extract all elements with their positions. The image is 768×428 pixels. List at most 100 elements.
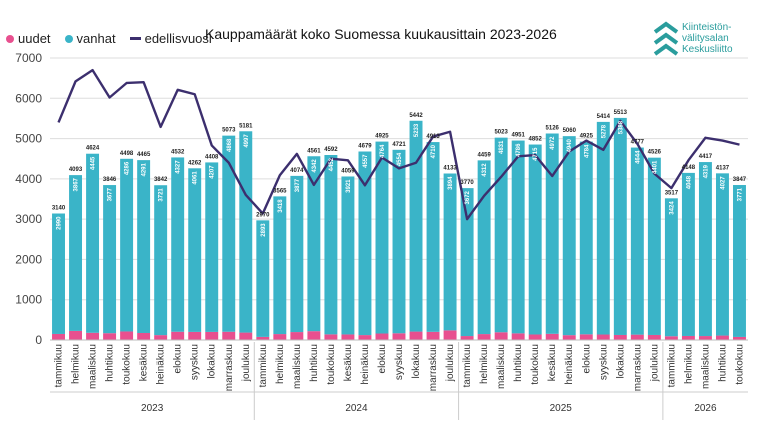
year-label: 2025	[550, 403, 573, 414]
bar-uudet	[715, 335, 729, 340]
legend-item-uudet: uudet	[6, 31, 51, 46]
bar-uudet	[511, 333, 525, 340]
data-label-vanhat: 3672	[465, 190, 471, 204]
data-label-vanhat: 4710	[431, 144, 437, 158]
data-label-total: 4951	[511, 133, 525, 139]
bar-vanhat	[698, 162, 712, 337]
x-tick-label: huhtikuu	[513, 344, 524, 382]
bar-vanhat	[426, 142, 440, 332]
logo-text: Kiinteistön- välitysalan Keskusliitto	[682, 22, 733, 55]
x-tick-label: marraskuu	[224, 344, 235, 391]
bar-uudet	[664, 336, 678, 340]
bar-uudet	[358, 335, 372, 340]
data-label-total: 4408	[205, 154, 219, 160]
x-tick-label: helmikuu	[71, 344, 82, 384]
bar-uudet	[375, 333, 389, 340]
x-tick-label: toukokuu	[530, 344, 541, 385]
data-label-total: 4148	[682, 165, 696, 171]
bar-vanhat	[358, 151, 372, 336]
bar-uudet	[460, 336, 474, 340]
bar-vanhat	[307, 156, 321, 332]
data-label-total: 4852	[529, 137, 543, 143]
data-label-vanhat: 3894	[448, 176, 454, 190]
bar-vanhat	[596, 121, 610, 335]
bar-vanhat	[647, 157, 661, 335]
x-tick-label: huhtikuu	[717, 344, 728, 382]
y-tick-label: 4000	[15, 172, 42, 186]
bar-vanhat	[392, 149, 406, 334]
bar-vanhat	[86, 153, 100, 333]
bar-uudet	[392, 333, 406, 340]
bar-vanhat	[256, 220, 270, 337]
data-label-vanhat: 4644	[635, 150, 641, 164]
year-label: 2024	[345, 403, 368, 414]
x-tick-label: marraskuu	[428, 344, 439, 391]
bar-vanhat	[630, 147, 644, 335]
bar-vanhat	[460, 188, 474, 337]
x-tick-label: toukokuu	[326, 344, 337, 385]
year-label: 2026	[694, 403, 717, 414]
x-tick-label: tammikuu	[666, 344, 677, 387]
bar-uudet	[477, 334, 491, 340]
series-line-edellisvuosi	[57, 68, 740, 221]
bar-vanhat	[205, 162, 219, 332]
x-tick-label: lokakuu	[411, 344, 422, 378]
data-label-vanhat: 4027	[720, 176, 726, 190]
bar-uudet	[86, 332, 100, 340]
bar-uudet	[171, 331, 185, 340]
data-label-total: 4059	[341, 168, 355, 174]
x-tick-label: syyskuu	[394, 344, 405, 380]
data-label-total: 4925	[580, 134, 594, 140]
data-label-total: 4721	[392, 142, 406, 148]
x-tick-label: joulukuu	[241, 344, 252, 382]
x-tick-label: kesäkuu	[139, 344, 150, 381]
data-label-vanhat: 4715	[533, 147, 539, 161]
x-tick-label: elokuu	[581, 344, 592, 373]
data-label-total: 5513	[614, 110, 628, 116]
y-tick-label: 3000	[15, 212, 42, 226]
data-label-total: 3846	[103, 177, 117, 183]
bar-vanhat	[375, 141, 389, 334]
data-label-total: 5073	[222, 128, 236, 134]
data-label-total: 4417	[699, 154, 713, 160]
x-tick-label: maaliskuu	[700, 344, 711, 389]
data-label-total: 5442	[409, 113, 423, 119]
logo-line-2: välitysalan	[682, 33, 729, 44]
data-label-total: 4561	[307, 148, 321, 154]
bar-uudet	[341, 334, 355, 340]
bar-uudet	[69, 330, 83, 340]
logo-line-1: Kiinteistön-	[682, 22, 732, 33]
bar-uudet	[120, 331, 134, 340]
bar-uudet	[256, 336, 270, 340]
data-label-total: 5126	[546, 125, 560, 131]
data-label-vanhat: 4342	[312, 159, 318, 173]
bar-uudet	[103, 333, 117, 340]
legend: uudet vanhat edellisvuosi	[6, 31, 212, 46]
data-label-vanhat: 4868	[227, 138, 233, 152]
bar-uudet	[239, 332, 253, 340]
x-tick-label: helmikuu	[683, 344, 694, 384]
data-label-vanhat: 4940	[567, 139, 573, 153]
chevron-stack-icon	[653, 21, 679, 56]
bar-uudet	[426, 331, 440, 340]
data-label-total: 4093	[69, 167, 83, 173]
data-label-total: 3847	[733, 177, 747, 183]
x-tick-label: lokakuu	[615, 344, 626, 378]
legend-label-uudet: uudet	[18, 31, 51, 46]
y-tick-label: 6000	[15, 91, 42, 105]
data-label-vanhat: 4291	[142, 162, 148, 176]
bar-uudet	[307, 331, 321, 340]
data-label-vanhat: 2990	[57, 216, 63, 230]
legend-label-vanhat: vanhat	[76, 31, 116, 46]
data-label-vanhat: 4764	[380, 144, 386, 158]
x-tick-label: marraskuu	[632, 344, 643, 391]
y-tick-label: 0	[35, 333, 42, 347]
bar-uudet	[137, 332, 151, 340]
data-label-vanhat: 3877	[295, 178, 301, 192]
x-tick-label: tammikuu	[54, 344, 65, 387]
chart-title: Kauppamäärät koko Suomessa kuukausittain…	[205, 26, 557, 42]
y-tick-label: 7000	[15, 51, 42, 65]
x-tick-label: joulukuu	[445, 344, 456, 382]
x-tick-label: tammikuu	[258, 344, 269, 387]
